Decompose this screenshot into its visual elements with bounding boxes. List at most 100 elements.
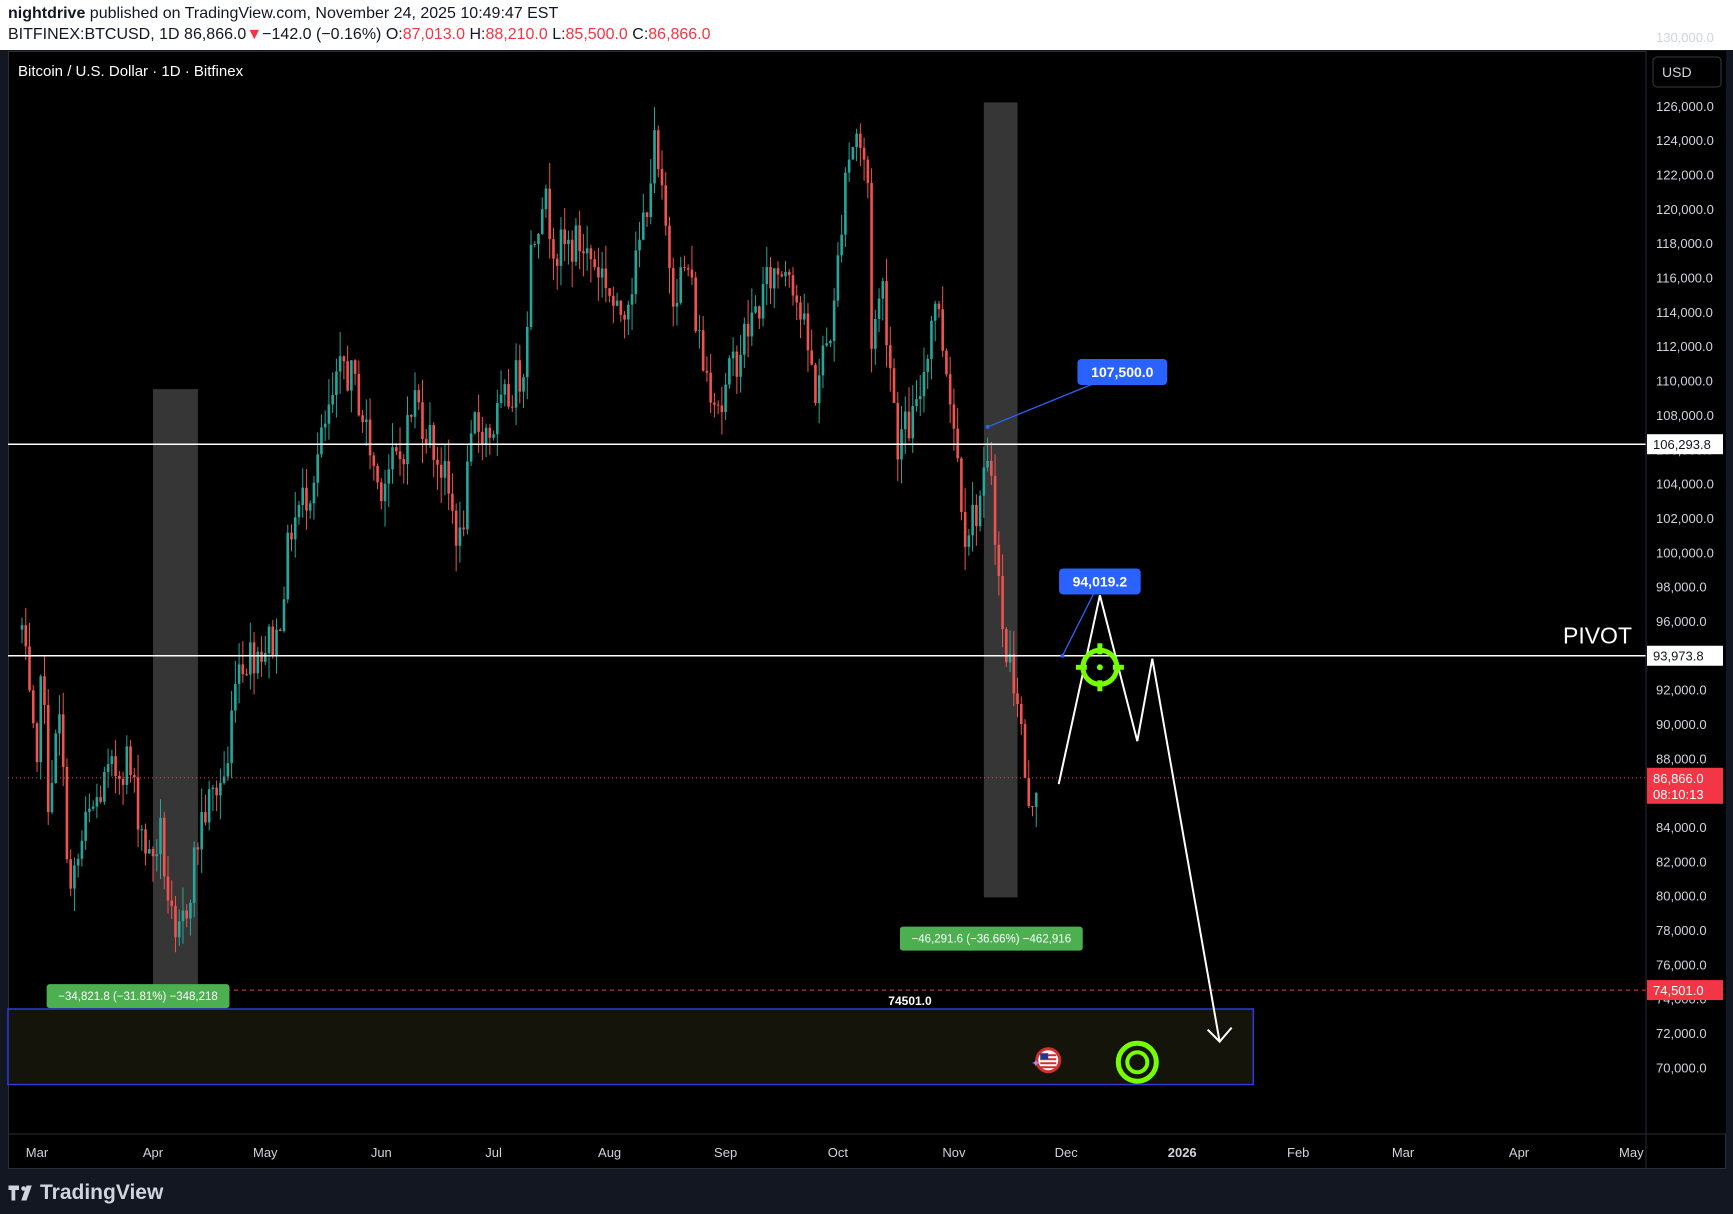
candle[interactable] <box>709 353 712 413</box>
candle[interactable] <box>492 430 495 441</box>
candle[interactable] <box>540 197 544 235</box>
candle[interactable] <box>990 441 993 486</box>
candle[interactable] <box>888 326 892 392</box>
candle[interactable] <box>125 735 129 795</box>
candle[interactable] <box>110 749 114 777</box>
candle[interactable] <box>230 690 233 779</box>
candle[interactable] <box>308 500 312 519</box>
candle[interactable] <box>664 171 668 236</box>
candle[interactable] <box>335 358 338 418</box>
candle[interactable] <box>204 794 207 826</box>
candle[interactable] <box>630 278 634 330</box>
candle[interactable] <box>525 311 529 400</box>
candle[interactable] <box>945 348 948 377</box>
candle[interactable] <box>791 266 795 306</box>
chart-frame[interactable] <box>8 51 1726 1169</box>
candle[interactable] <box>50 759 54 814</box>
candle[interactable] <box>544 184 548 218</box>
candle[interactable] <box>466 445 469 535</box>
candle[interactable] <box>196 842 200 865</box>
author-name[interactable]: nightdrive <box>8 5 86 22</box>
candle[interactable] <box>649 159 653 225</box>
candle[interactable] <box>780 271 784 278</box>
candle[interactable] <box>256 646 260 680</box>
candle[interactable] <box>252 631 256 695</box>
chart-canvas[interactable]: PIVOT 74501.0 107,500.0 94,019.2 −46,291.6 … <box>0 0 1733 1170</box>
candle[interactable] <box>814 362 817 406</box>
candle[interactable] <box>844 167 847 247</box>
candle[interactable] <box>439 447 443 504</box>
candle[interactable] <box>316 432 319 497</box>
candle[interactable] <box>84 796 87 850</box>
candle[interactable] <box>701 316 705 372</box>
candle[interactable] <box>436 446 439 491</box>
candle[interactable] <box>660 150 664 200</box>
candle[interactable] <box>552 227 555 281</box>
candle[interactable] <box>162 811 166 890</box>
candle[interactable] <box>769 257 772 304</box>
candle[interactable] <box>323 410 327 442</box>
candle[interactable] <box>58 695 61 756</box>
candle[interactable] <box>862 137 866 181</box>
candle[interactable] <box>582 233 585 277</box>
candle[interactable] <box>847 142 851 182</box>
candle[interactable] <box>417 384 421 410</box>
candle[interactable] <box>510 395 514 412</box>
candle[interactable] <box>810 329 813 366</box>
candle[interactable] <box>761 267 765 327</box>
candle[interactable] <box>694 271 697 334</box>
candle[interactable] <box>952 388 956 451</box>
candle[interactable] <box>728 355 731 389</box>
callout-box-1[interactable] <box>1077 358 1168 385</box>
candle[interactable] <box>623 311 626 339</box>
candle[interactable] <box>903 396 907 454</box>
candle[interactable] <box>61 692 65 787</box>
candle[interactable] <box>597 247 600 301</box>
candle[interactable] <box>338 332 342 394</box>
candle[interactable] <box>567 230 570 265</box>
candle[interactable] <box>840 214 843 263</box>
candle[interactable] <box>144 823 147 866</box>
candle[interactable] <box>754 295 757 315</box>
candle[interactable] <box>615 292 619 307</box>
candle[interactable] <box>469 420 473 467</box>
candle[interactable] <box>802 293 806 325</box>
bullseye-icon[interactable] <box>1115 1040 1159 1084</box>
candle[interactable] <box>930 315 933 380</box>
candle[interactable] <box>799 296 802 339</box>
candle[interactable] <box>391 423 394 484</box>
candle[interactable] <box>533 241 537 248</box>
candle[interactable] <box>488 423 492 455</box>
candle[interactable] <box>1016 677 1019 718</box>
candle[interactable] <box>402 454 406 484</box>
measure-box-2[interactable] <box>46 984 230 1009</box>
candle[interactable] <box>720 386 724 435</box>
candle[interactable] <box>743 317 746 368</box>
candle[interactable] <box>941 286 944 358</box>
candle[interactable] <box>874 309 877 366</box>
candle[interactable] <box>922 347 926 413</box>
candle[interactable] <box>627 300 630 335</box>
candle[interactable] <box>458 501 462 563</box>
candle[interactable] <box>656 125 660 178</box>
candle[interactable] <box>35 721 39 772</box>
candle[interactable] <box>267 623 271 679</box>
candle[interactable] <box>103 766 106 805</box>
candle[interactable] <box>806 303 810 373</box>
candle[interactable] <box>1019 696 1023 735</box>
candle[interactable] <box>387 454 391 508</box>
candle[interactable] <box>409 414 413 423</box>
candle[interactable] <box>518 344 522 404</box>
candle[interactable] <box>477 394 480 453</box>
candle[interactable] <box>600 251 604 298</box>
candle[interactable] <box>750 288 754 346</box>
candle[interactable] <box>76 853 80 878</box>
candle[interactable] <box>960 456 963 521</box>
candle[interactable] <box>312 476 316 520</box>
candle[interactable] <box>331 372 334 413</box>
candle[interactable] <box>290 524 293 552</box>
candle[interactable] <box>207 780 211 831</box>
candle[interactable] <box>956 408 959 463</box>
candle[interactable] <box>320 414 323 458</box>
candle[interactable] <box>1031 805 1034 817</box>
